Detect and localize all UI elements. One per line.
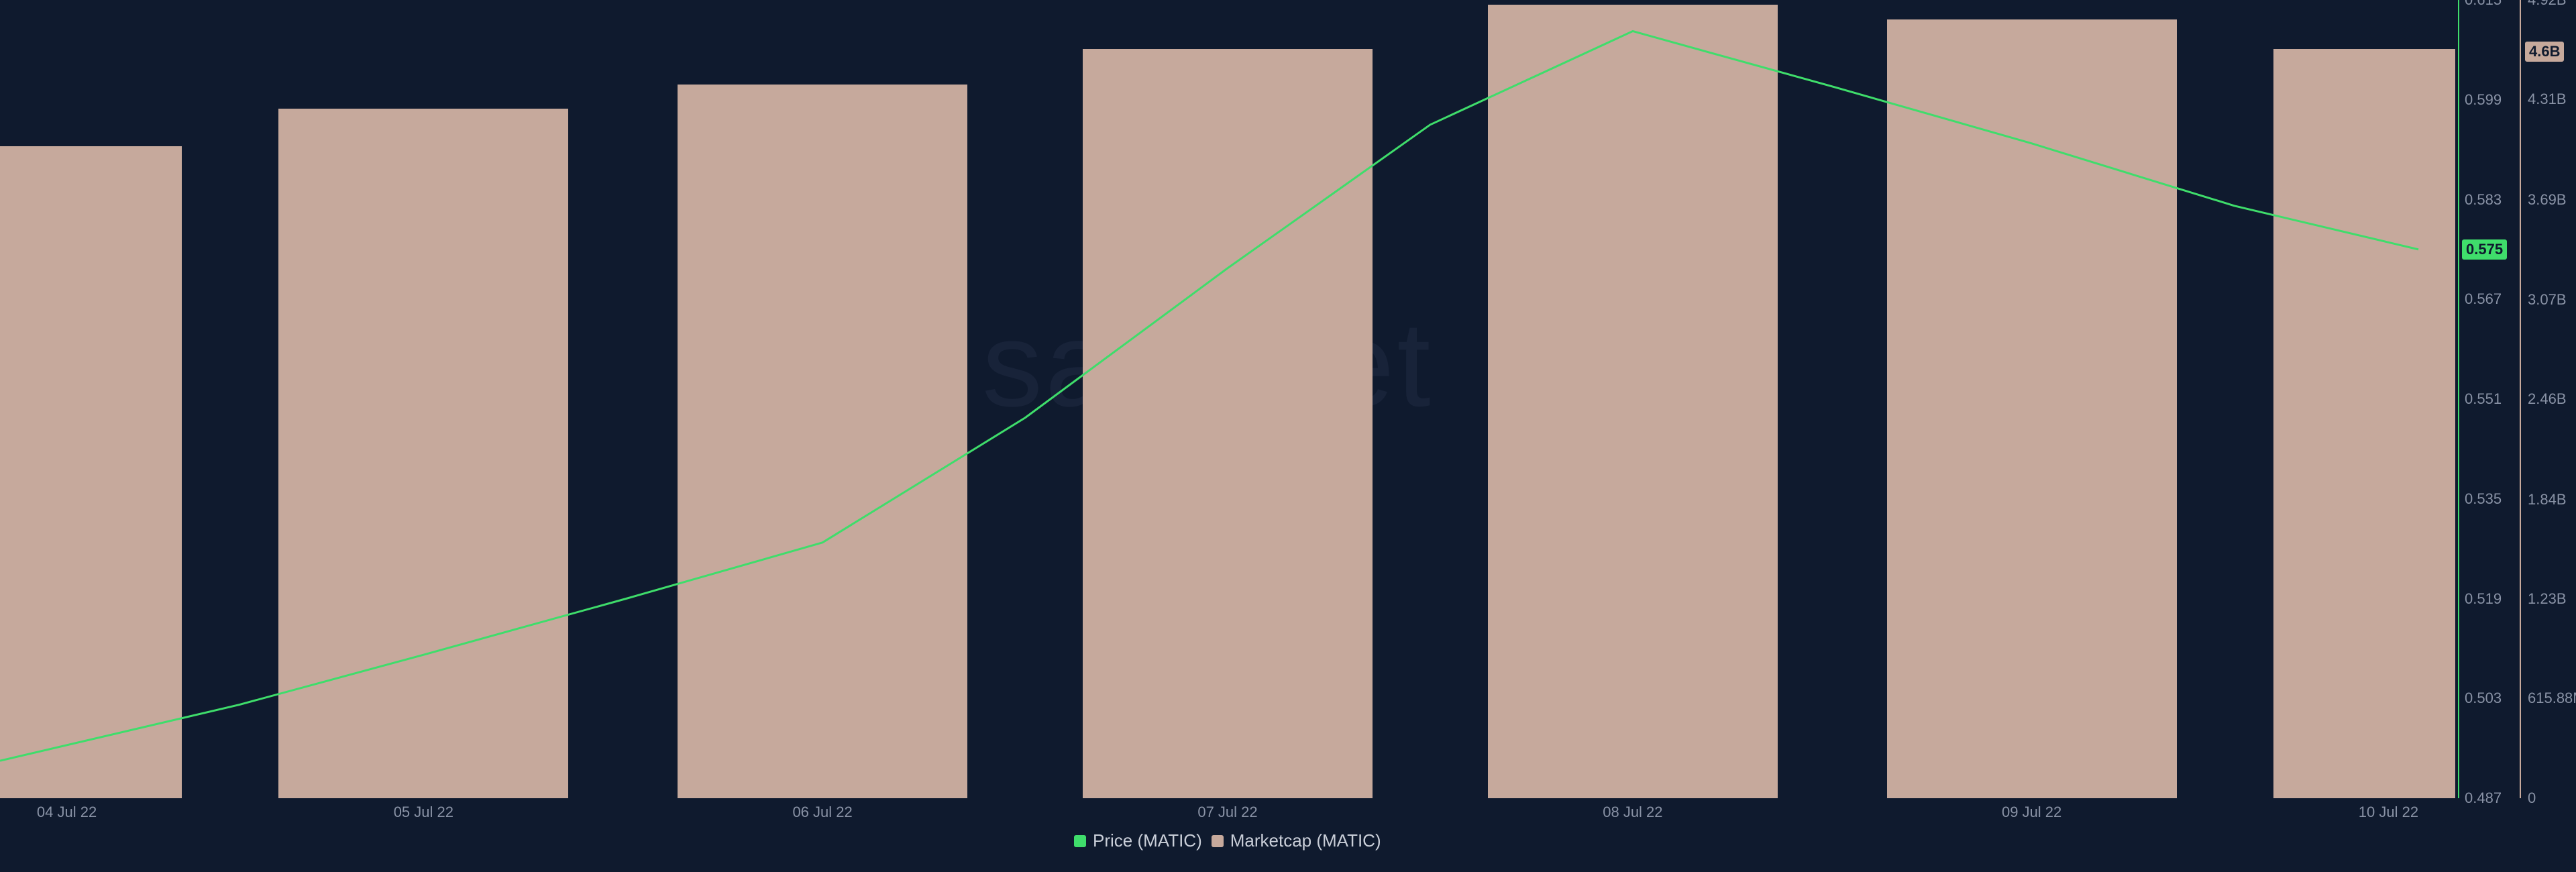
x-axis-tick-label: 05 Jul 22 <box>394 804 453 821</box>
x-axis-tick-label: 07 Jul 22 <box>1197 804 1257 821</box>
chart-legend: Price (MATIC) Marketcap (MATIC) <box>1074 830 1381 851</box>
current-price-badge: 0.575 <box>2462 239 2507 260</box>
price-axis-tick-label: 0.535 <box>2465 490 2502 508</box>
price-axis-tick-label: 0.615 <box>2465 0 2502 9</box>
legend-item-label: Price (MATIC) <box>1093 830 1202 851</box>
marketcap-axis-tick-label: 0 <box>2528 789 2536 807</box>
legend-item[interactable]: Price (MATIC) <box>1074 830 1202 851</box>
marketcap-axis-line <box>2520 0 2521 798</box>
price-axis-tick-label: 0.503 <box>2465 690 2502 707</box>
x-axis-tick-label: 04 Jul 22 <box>37 804 97 821</box>
price-line-layer <box>0 0 2455 798</box>
current-marketcap-badge: 4.6B <box>2525 42 2564 62</box>
marketcap-axis-tick-label: 1.23B <box>2528 590 2567 608</box>
price-axis-tick-label: 0.551 <box>2465 390 2502 408</box>
price-axis-tick-label: 0.583 <box>2465 191 2502 209</box>
x-axis-tick-label: 06 Jul 22 <box>792 804 852 821</box>
x-axis-tick-label: 10 Jul 22 <box>2359 804 2418 821</box>
price-axis-tick-label: 0.567 <box>2465 290 2502 308</box>
marketcap-axis-tick-label: 4.92B <box>2528 0 2567 9</box>
legend-item[interactable]: Marketcap (MATIC) <box>1212 830 1381 851</box>
x-axis-tick-label: 09 Jul 22 <box>2002 804 2061 821</box>
marketcap-axis-tick-label: 4.31B <box>2528 91 2567 108</box>
marketcap-axis-tick-label: 615.88M <box>2528 690 2576 707</box>
x-axis-tick-label: 08 Jul 22 <box>1603 804 1662 821</box>
legend-swatch-icon <box>1212 835 1224 847</box>
marketcap-axis-tick-label: 3.07B <box>2528 291 2567 309</box>
marketcap-axis-tick-label: 1.84B <box>2528 491 2567 508</box>
legend-item-label: Marketcap (MATIC) <box>1230 830 1381 851</box>
price-axis-tick-label: 0.599 <box>2465 91 2502 109</box>
price-axis-tick-label: 0.487 <box>2465 789 2502 807</box>
legend-swatch-icon <box>1074 835 1086 847</box>
marketcap-axis-tick-label: 3.69B <box>2528 191 2567 209</box>
price-line <box>0 31 2418 761</box>
price-axis-tick-label: 0.519 <box>2465 590 2502 608</box>
marketcap-axis-tick-label: 2.46B <box>2528 390 2567 408</box>
plot-area: sanr.net <box>0 0 2455 798</box>
price-axis-line <box>2458 0 2459 798</box>
